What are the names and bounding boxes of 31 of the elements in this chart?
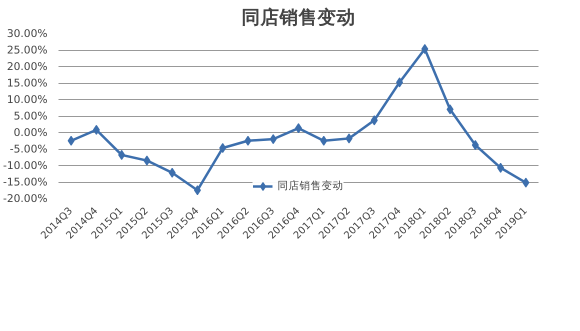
y-tick-label: 20.00% xyxy=(6,60,48,73)
point xyxy=(118,150,126,160)
point xyxy=(346,133,353,144)
point xyxy=(219,143,226,154)
chart-title: 同店销售变动 xyxy=(242,6,356,28)
point xyxy=(472,140,479,150)
y-tick-label: 30.00% xyxy=(6,27,48,40)
y-tick-label: -20.00% xyxy=(3,192,48,205)
point xyxy=(446,104,454,114)
point xyxy=(270,134,277,144)
point xyxy=(522,178,530,188)
point xyxy=(194,185,201,196)
point xyxy=(168,168,176,178)
point xyxy=(68,136,75,146)
y-tick-label: 5.00% xyxy=(14,110,48,122)
y-tick-label: 10.00% xyxy=(6,93,48,106)
point xyxy=(497,162,504,173)
point xyxy=(370,115,378,126)
y-tick-label: -10.00% xyxy=(3,159,48,172)
point xyxy=(320,136,328,146)
y-tick-label: 0.00% xyxy=(14,126,48,139)
point xyxy=(143,156,150,166)
y-tick-label: -5.00% xyxy=(10,142,48,156)
y-tick-label: -15.00% xyxy=(3,176,48,188)
legend-label: 同店销售变动 xyxy=(278,179,344,193)
point xyxy=(92,124,100,135)
y-tick-label: 15.00% xyxy=(6,76,48,90)
point xyxy=(421,44,428,54)
point xyxy=(244,136,252,146)
point xyxy=(396,77,404,88)
y-tick-label: 25.00% xyxy=(6,44,48,56)
